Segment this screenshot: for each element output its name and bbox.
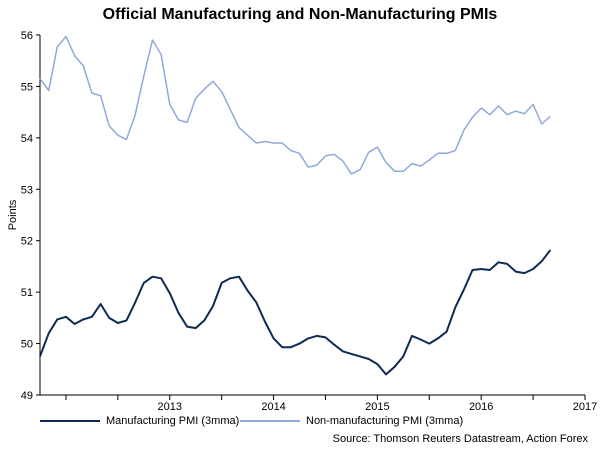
y-tick-label: 50 — [21, 339, 33, 351]
source-note: Source: Thomson Reuters Datastream, Acti… — [332, 433, 588, 445]
legend-label-non-manufacturing: Non-manufacturing PMI (3mma) — [306, 415, 464, 427]
y-tick-label: 54 — [21, 133, 33, 145]
x-tick-label: 2013 — [158, 401, 182, 413]
y-tick-label: 55 — [21, 81, 33, 93]
x-tick-label: 2014 — [261, 401, 285, 413]
chart-title: Official Manufacturing and Non-Manufactu… — [102, 6, 498, 23]
legend-label-manufacturing: Manufacturing PMI (3mma) — [106, 415, 240, 427]
legend-swatch-non-manufacturing — [240, 420, 300, 422]
y-tick-label: 53 — [21, 184, 33, 196]
x-ticks: 2013 2014 2015 2016 2017 — [65, 395, 597, 413]
series-line-non-manufacturing — [39, 35, 551, 175]
y-axis-label: Points — [7, 199, 19, 230]
legend-swatch-manufacturing — [40, 420, 100, 422]
series-line-manufacturing — [39, 249, 552, 376]
series-lines — [39, 35, 552, 376]
x-tick-label: 2015 — [365, 401, 389, 413]
y-tick-label: 49 — [21, 390, 33, 402]
y-tick-label: 51 — [21, 287, 33, 299]
legend-item-manufacturing: Manufacturing PMI (3mma) — [40, 415, 239, 427]
x-tick-label: 2017 — [573, 401, 597, 413]
legend: Manufacturing PMI (3mma) Non-manufacturi… — [40, 415, 600, 431]
y-tick-label: 56 — [21, 30, 33, 42]
y-tick-label: 52 — [21, 236, 33, 248]
legend-item-non-manufacturing: Non-manufacturing PMI (3mma) — [240, 415, 463, 427]
x-tick-label: 2016 — [469, 401, 493, 413]
y-ticks: 49 50 51 52 53 54 55 56 — [21, 30, 40, 402]
